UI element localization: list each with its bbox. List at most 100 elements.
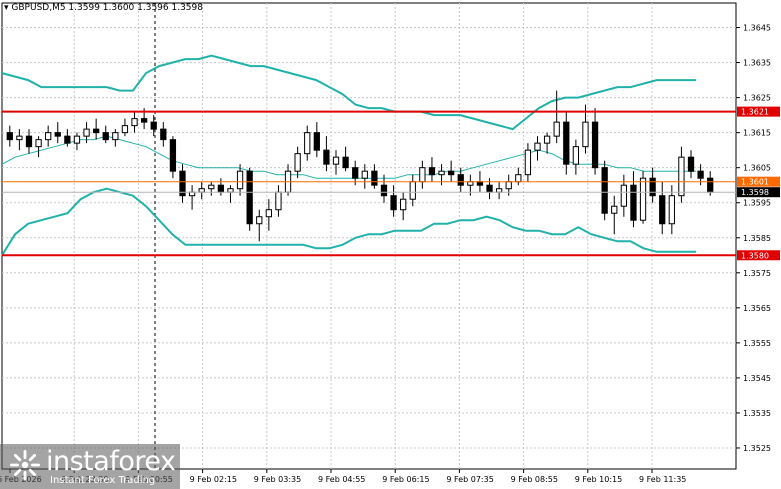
candle-body (505, 181, 512, 190)
candle-body (227, 188, 234, 193)
candle-body (553, 121, 560, 137)
candle-body (323, 149, 330, 165)
plot-frame (1, 2, 737, 470)
candle-body (342, 156, 349, 169)
reference-price-label: 1.3601 (741, 178, 769, 187)
y-tick-label: 1.3615 (743, 129, 771, 138)
candle-body (198, 188, 205, 193)
watermark-brand: instaforex (46, 446, 176, 477)
candle-body (400, 198, 407, 211)
support-level-tag (737, 250, 780, 261)
x-tick-label: 9 Feb 08:55 (511, 475, 558, 484)
y-tick-label: 1.3575 (743, 269, 771, 278)
candle-body (265, 209, 272, 218)
candle-body (467, 181, 474, 186)
y-tick-label: 1.3565 (743, 304, 771, 313)
y-tick-label: 1.3545 (743, 374, 771, 383)
candle-body (649, 177, 656, 197)
current-price-label: 1.3598 (741, 188, 769, 197)
candle-body (6, 132, 13, 141)
watermark-tagline: Instant Forex Trading (50, 475, 156, 486)
lower-band-line (1, 187, 696, 256)
candle-body (582, 121, 589, 148)
candle-body (256, 216, 263, 225)
y-tick-label: 1.3525 (743, 444, 771, 453)
x-tick-label: 9 Feb 02:15 (190, 475, 237, 484)
candle-body (188, 191, 196, 197)
candle-body (601, 167, 608, 214)
candle-body (131, 118, 138, 127)
y-tick-label: 1.3605 (743, 164, 771, 173)
candle-body (35, 139, 42, 148)
x-tick-label: 9 Feb 07:35 (446, 475, 493, 484)
candle-body (428, 167, 436, 176)
upper-band-line (1, 54, 696, 131)
y-axis: 1.3645 1.3635 1.3625 1.3615 1.3605 1.3595 1.35… (736, 24, 771, 453)
candle-body (409, 181, 416, 200)
candle-body (448, 170, 455, 176)
x-tick-label: 9 Feb 03:35 (254, 475, 301, 484)
candle-body (179, 170, 186, 197)
candle-body (630, 184, 637, 221)
x-tick-label: 9 Feb 04:55 (318, 475, 365, 484)
candle-body (16, 135, 23, 141)
candle-body (457, 174, 464, 186)
candle-body (639, 177, 647, 221)
candle-body (591, 121, 599, 169)
candle-body (217, 184, 225, 193)
candle-body (563, 121, 570, 165)
candle-body (121, 125, 129, 134)
candle-body (687, 156, 695, 172)
candle-body (534, 142, 541, 151)
candle-body (495, 188, 503, 193)
symbol-dropdown-icon[interactable]: ▾ (4, 3, 9, 13)
candle-body (102, 132, 109, 141)
resistance-level-tag (737, 106, 780, 117)
x-axis: 6 Feb 20266 Feb 23:309 Feb 00:559 Feb 02… (0, 469, 686, 484)
candle-body (678, 156, 685, 197)
candle-body (515, 174, 522, 183)
candle-body (611, 205, 618, 214)
candle-body (25, 135, 33, 148)
candle-body (236, 170, 244, 190)
candle-body (45, 132, 52, 141)
instaforex-watermark: instaforex Instant Forex Trading (0, 444, 180, 489)
candle-body (169, 139, 177, 172)
grid (2, 3, 736, 469)
candle-body (294, 153, 301, 172)
candle-body (140, 118, 148, 123)
candlesticks (6, 90, 714, 242)
candle-body (246, 170, 253, 225)
candle-body (438, 170, 445, 176)
candle-body (83, 128, 90, 137)
x-tick-label: 9 Feb 10:15 (575, 475, 622, 484)
candle-body (419, 167, 426, 183)
y-tick-label: 1.3585 (743, 234, 771, 243)
reference-price-tag (737, 176, 780, 187)
candle-body (707, 177, 714, 193)
resistance-level-label: 1.3621 (741, 108, 769, 117)
candle-body (486, 184, 493, 193)
y-tick-label: 1.3635 (743, 59, 771, 68)
y-tick-label: 1.3555 (743, 339, 771, 348)
candle-body (476, 181, 484, 186)
symbol-info: ▾ GBPUSD,M5 1.3599 1.3600 1.3596 1.3598 (4, 3, 203, 13)
candle-body (352, 167, 359, 179)
candle-body (697, 170, 704, 179)
y-tick-label: 1.3625 (743, 94, 771, 103)
candle-body (371, 170, 378, 186)
candle-body (54, 132, 61, 137)
y-tick-label: 1.3595 (743, 199, 771, 208)
symbol-ohlc-text: GBPUSD,M5 1.3599 1.3600 1.3596 1.3598 (11, 3, 203, 13)
instaforex-logo-icon (10, 450, 40, 480)
y-tick-label: 1.3535 (743, 409, 771, 418)
candle-body (150, 121, 157, 130)
candle-body (620, 184, 627, 207)
candle-body (390, 195, 397, 211)
candle-body (304, 132, 311, 155)
x-tick-label: 9 Feb 06:15 (382, 475, 429, 484)
x-tick-label: 9 Feb 11:35 (639, 475, 686, 484)
y-tick-label: 1.3645 (743, 24, 771, 33)
candle-body (543, 135, 551, 144)
